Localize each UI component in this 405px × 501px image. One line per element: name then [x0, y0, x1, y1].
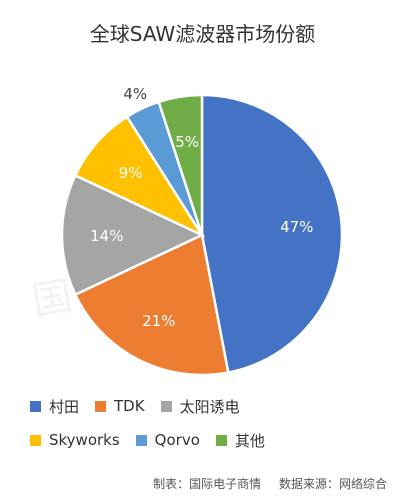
legend-swatch-skyworks [30, 434, 41, 446]
legend-item-skyworks: Skyworks [30, 431, 120, 449]
legend-swatch-tdk [95, 400, 107, 412]
legend-item-tdk: TDK [95, 397, 145, 415]
legend-label-taiyo-yuden: 太阳诱电 [179, 397, 240, 416]
legend-row-1: 村田 TDK 太阳诱电 [30, 392, 390, 420]
legend-row-2: Skyworks Qorvo 其他 [30, 426, 390, 454]
legend-label-murata: 村田 [49, 397, 80, 416]
pie-label-other: 5% [175, 133, 199, 151]
chart-title: 全球SAW滤波器市场份额 [89, 22, 316, 46]
pie-slice-murata [200, 93, 344, 374]
pie-label-qorvo: 4% [123, 85, 147, 103]
pie-slice-other [157, 93, 204, 236]
pie-label-murata: 47% [280, 218, 313, 236]
legend-label-tdk: TDK [114, 397, 145, 415]
pie-label-skyworks: 9% [119, 164, 143, 182]
legend: 村田 TDK 太阳诱电 Skyworks Qorvo 其他 [30, 392, 390, 460]
footer-made-by: 制表：国际电子商情 [153, 477, 262, 491]
legend-item-taiyo-yuden: 太阳诱电 [160, 396, 240, 417]
footer: 制表：国际电子商情 数据来源：网络综合 [149, 475, 387, 492]
legend-swatch-taiyo-yuden [160, 400, 172, 412]
pie-label-taiyo-yuden: 14% [90, 227, 123, 245]
pie-slice-taiyo-yuden [60, 173, 205, 297]
legend-swatch-other [215, 434, 227, 446]
legend-label-skyworks: Skyworks [49, 431, 120, 449]
pie-label-tdk: 21% [142, 312, 175, 330]
footer-source: 数据来源：网络综合 [278, 477, 387, 491]
legend-item-qorvo: Qorvo [135, 431, 200, 449]
legend-label-qorvo: Qorvo [154, 431, 200, 449]
legend-item-other: 其他 [215, 430, 265, 451]
legend-swatch-murata [30, 400, 41, 412]
pie-slice-tdk [73, 233, 230, 377]
legend-item-murata: 村田 [30, 396, 79, 417]
pie-chart: 47% 21% 14% 9% 4% 5% [60, 85, 344, 377]
pie-slice-skyworks [73, 115, 206, 238]
legend-label-other: 其他 [234, 431, 265, 450]
legend-swatch-qorvo [135, 434, 147, 446]
